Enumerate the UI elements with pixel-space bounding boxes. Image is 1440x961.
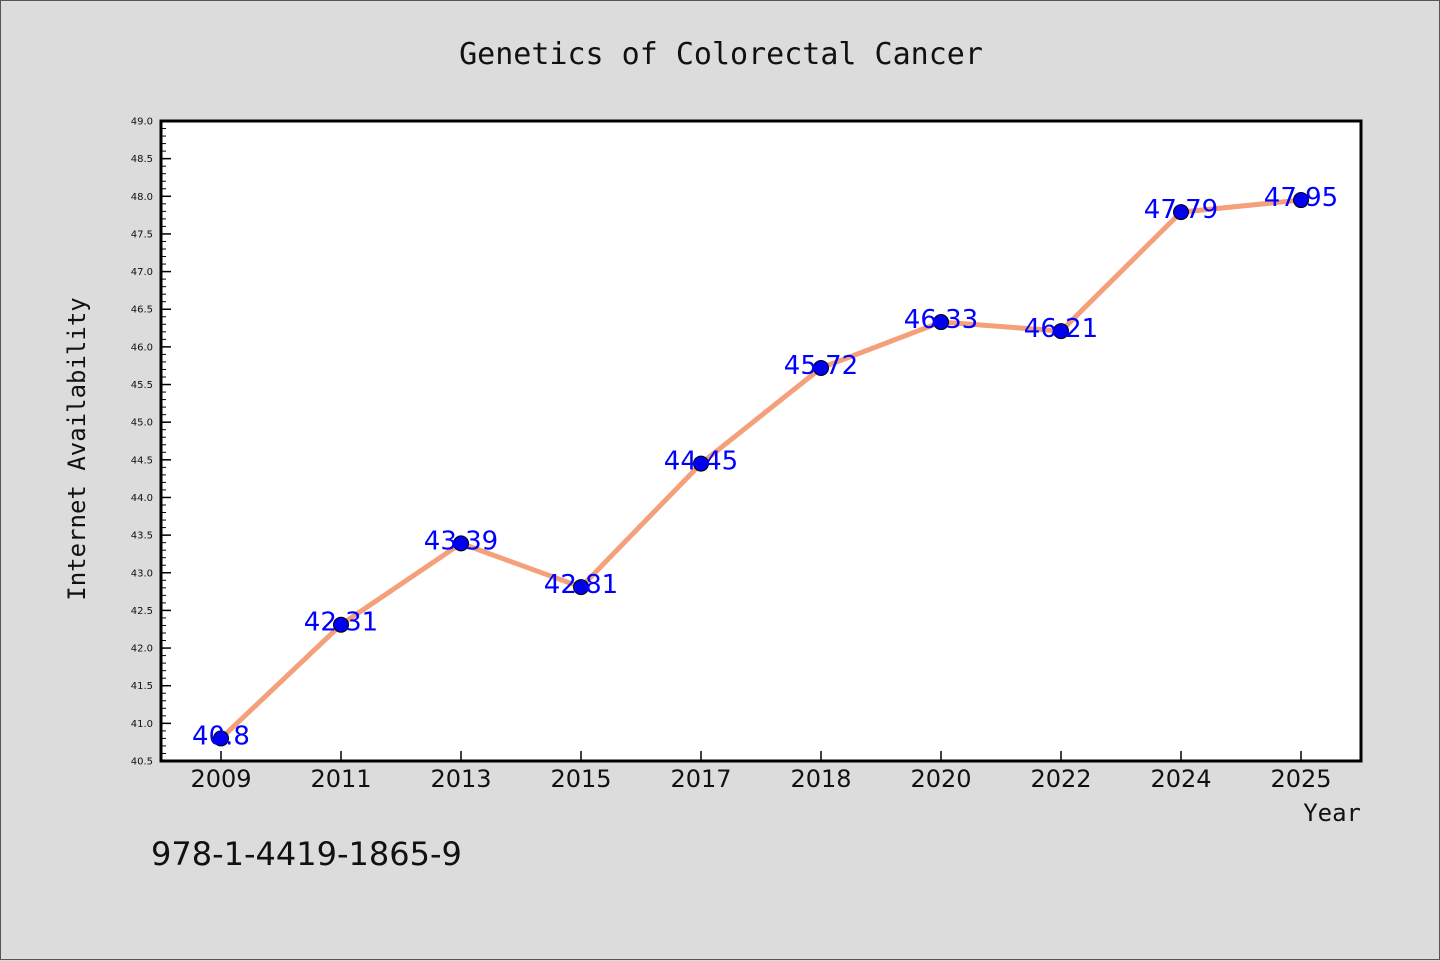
x-tick-label: 2024: [1150, 765, 1211, 793]
y-tick-label: 46.5: [131, 305, 153, 316]
x-tick-label: 2020: [910, 765, 971, 793]
y-tick-label: 48.5: [131, 154, 153, 165]
x-tick-label: 2009: [190, 765, 251, 793]
chart-title: Genetics of Colorectal Cancer: [459, 37, 983, 72]
data-label: 47.79: [1144, 195, 1218, 225]
data-point: [333, 616, 349, 633]
data-label: 44.45: [664, 447, 738, 477]
y-tick-label: 43.5: [131, 531, 153, 542]
y-tick-label: 45.0: [131, 418, 153, 429]
data-label: 46.21: [1024, 314, 1098, 344]
y-tick-label: 44.5: [131, 455, 153, 466]
y-tick-label: 45.5: [131, 380, 153, 391]
y-tick-label: 42.0: [131, 644, 153, 655]
x-tick-label: 2011: [310, 765, 371, 793]
data-point: [933, 314, 949, 331]
data-label: 42.81: [544, 570, 618, 600]
y-tick-label: 46.0: [131, 342, 153, 353]
y-axis-label: Internet Availability: [63, 297, 91, 600]
x-tick-label: 2017: [670, 765, 731, 793]
y-tick-label: 49.0: [131, 117, 153, 128]
x-tick-label: 2013: [430, 765, 491, 793]
data-label: 43.39: [424, 526, 498, 556]
y-tick-label: 47.0: [131, 267, 153, 278]
data-point: [1293, 192, 1309, 209]
y-tick-label: 41.0: [131, 719, 153, 730]
y-tick-label: 43.0: [131, 568, 153, 579]
data-label: 47.95: [1264, 183, 1338, 213]
data-labels: 40.8 42.31 43.39 42.81 44.45 45.72 46.33 46.21 4…: [192, 183, 1338, 751]
x-tick-label: 2018: [790, 765, 851, 793]
y-tick-label: 47.5: [131, 229, 153, 240]
data-point: [1053, 323, 1069, 340]
y-tick-label: 44.0: [131, 493, 153, 504]
data-point: [573, 579, 589, 596]
data-point: [453, 535, 469, 552]
data-label: 46.33: [904, 305, 978, 335]
y-tick-label: 40.5: [131, 757, 153, 768]
plot-area: [161, 121, 1361, 761]
series-line: [219, 197, 1302, 741]
data-label: 40.8: [192, 721, 250, 751]
series-markers: [213, 192, 1309, 747]
plot-border: [159, 119, 1363, 763]
y-tick-label: 42.5: [131, 606, 153, 617]
x-tick-label: 2022: [1030, 765, 1091, 793]
y-axis: 40.5 41.0 41.5 42.0 42.5 43.0 43.5 44.0 44.5 45.0…: [131, 117, 171, 768]
data-label: 45.72: [784, 351, 858, 381]
x-tick-label: 2025: [1270, 765, 1331, 793]
data-point: [813, 359, 829, 376]
x-axis: 2009 2011 2013 2015 2017 2018 2020 2022 2024 2025: [190, 751, 1332, 793]
data-point: [1173, 204, 1189, 221]
y-tick-label: 41.5: [131, 681, 153, 692]
x-tick-label: 2015: [550, 765, 611, 793]
data-point: [213, 730, 229, 747]
data-point: [693, 455, 709, 472]
y-tick-label: 48.0: [131, 192, 153, 203]
data-label: 42.31: [304, 608, 378, 638]
x-axis-label: Year: [1303, 799, 1361, 827]
footnote-isbn: 978-1-4419-1865-9: [151, 835, 462, 873]
